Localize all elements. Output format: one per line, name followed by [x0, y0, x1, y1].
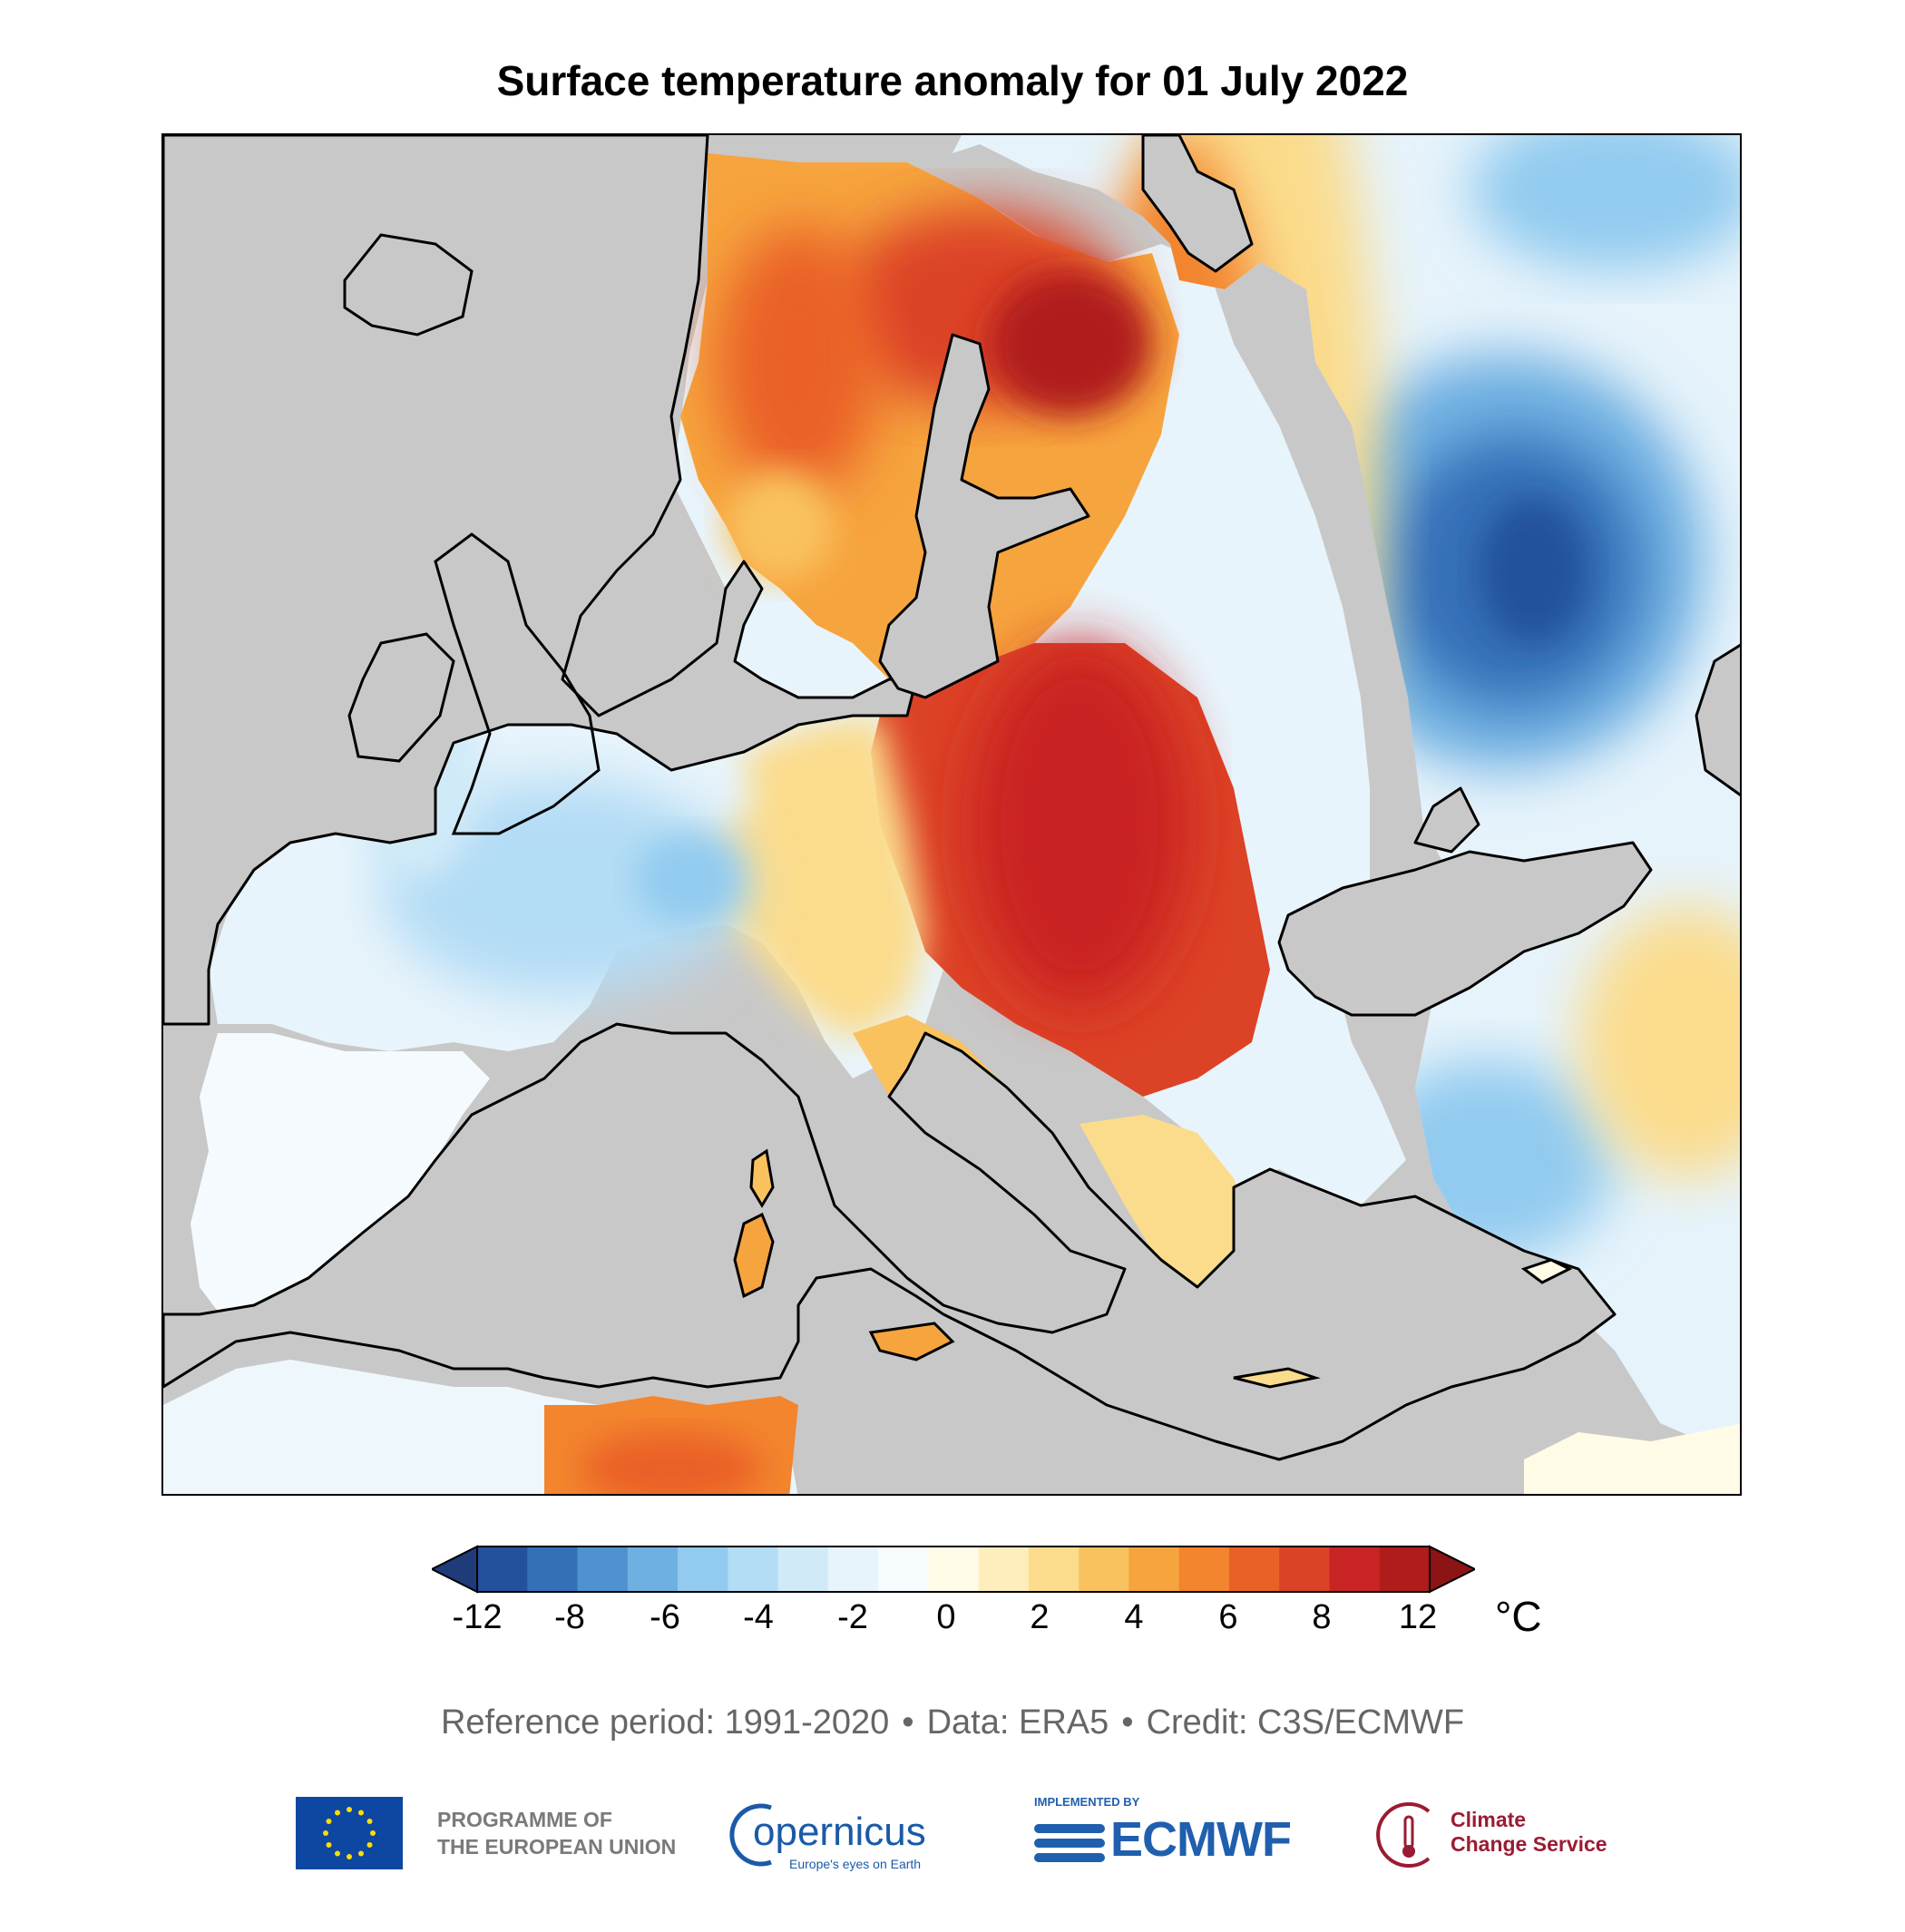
ecmwf-waves-icon — [1034, 1824, 1105, 1862]
iberia-land — [190, 1033, 490, 1323]
azov-sea — [1413, 786, 1480, 854]
black-sea — [1277, 841, 1653, 1017]
sicily-land — [868, 1322, 955, 1361]
colorbar-frame — [476, 1546, 1431, 1593]
map-svg — [163, 135, 1740, 1494]
separator: • — [1121, 1703, 1134, 1742]
eu-programme-text: PROGRAMME OF THE EUROPEAN UNION — [437, 1808, 677, 1859]
colorbar-min-arrow — [432, 1545, 478, 1594]
map-title: Surface temperature anomaly for 01 July … — [496, 57, 1409, 104]
colorbar-segment — [928, 1547, 980, 1592]
credit-line: Reference period: 1991-2020 • Data: ERA5 • C… — [0, 1703, 1905, 1742]
seas — [163, 135, 1740, 1461]
med-islands — [733, 1148, 1573, 1389]
colorbar-unit: °C — [1495, 1593, 1542, 1640]
colorbar-tick: 2 — [1030, 1598, 1050, 1636]
colorbar-segment — [627, 1547, 679, 1592]
colorbar-tick: 12 — [1398, 1598, 1438, 1636]
colorbar-segment — [1279, 1547, 1330, 1592]
colorbar-tick: -12 — [452, 1598, 503, 1636]
colorbar-segment — [678, 1547, 728, 1592]
colorbar — [432, 1545, 1475, 1594]
data-source: Data: ERA5 — [926, 1703, 1109, 1742]
c3s-logo: Climate Change Service — [1374, 1793, 1610, 1879]
colorbar-segment — [527, 1547, 579, 1592]
colorbar-segment — [827, 1547, 879, 1592]
copernicus-c-icon — [729, 1803, 772, 1867]
colorbar-segment — [577, 1547, 629, 1592]
colorbar-tick: -6 — [650, 1598, 680, 1636]
white-sea — [1141, 135, 1254, 273]
colorbar-tick: -4 — [743, 1598, 774, 1636]
caspian-sea — [1695, 643, 1740, 796]
c3s-text: Climate Change Service — [1451, 1808, 1607, 1856]
colorbar-segment — [777, 1547, 829, 1592]
ecmwf-logo: IMPLEMENTED BY ECMWF — [1032, 1791, 1332, 1878]
logo-bar: PROGRAMME OF THE EUROPEAN UNION opernicu… — [0, 1791, 1905, 1882]
central-europe-mild — [653, 716, 925, 1042]
eu-stars-icon — [323, 1807, 376, 1859]
balkans-warm — [1080, 1115, 1252, 1287]
colorbar-tick: 0 — [936, 1598, 956, 1636]
colorbar-tick: 6 — [1218, 1598, 1238, 1636]
levant-land — [1524, 1423, 1740, 1494]
corsica-land — [749, 1148, 775, 1208]
colorbar-segment — [1379, 1547, 1431, 1592]
colorbar-segments — [432, 1545, 1475, 1594]
colorbar-tick: -8 — [554, 1598, 585, 1636]
colorbar-segment — [878, 1547, 929, 1592]
colorbar-segment — [1329, 1547, 1381, 1592]
copernicus-logo: opernicus Europe's eyes on Earth — [726, 1791, 943, 1878]
eu-flag-logo — [296, 1797, 403, 1869]
anomaly-map — [161, 133, 1742, 1496]
separator: • — [902, 1703, 914, 1742]
cyprus-land — [1520, 1258, 1573, 1284]
colorbar-tick: 8 — [1312, 1598, 1332, 1636]
coastlines — [343, 233, 601, 835]
mediterranean-sea — [163, 1022, 1617, 1461]
colorbar-segment — [1028, 1547, 1080, 1592]
baltic-sea — [878, 333, 1090, 699]
atlantic-sea — [163, 135, 918, 1026]
colorbar-max-arrow — [1429, 1545, 1475, 1594]
crete-land — [1233, 1367, 1321, 1389]
colorbar-segment — [978, 1547, 1030, 1592]
reference-period: Reference period: 1991-2020 — [440, 1703, 890, 1742]
colorbar-segment — [1178, 1547, 1230, 1592]
colorbar-tick: -2 — [837, 1598, 868, 1636]
thermometer-icon — [1376, 1802, 1431, 1868]
colorbar-tick: 4 — [1124, 1598, 1144, 1636]
sardinia-land — [733, 1212, 775, 1299]
colorbar-segment — [477, 1547, 528, 1592]
colorbar-segment — [1228, 1547, 1280, 1592]
credit-text: Credit: C3S/ECMWF — [1146, 1703, 1465, 1742]
colorbar-segment — [728, 1547, 779, 1592]
colorbar-segment — [1128, 1547, 1180, 1592]
colorbar-segment — [1079, 1547, 1129, 1592]
